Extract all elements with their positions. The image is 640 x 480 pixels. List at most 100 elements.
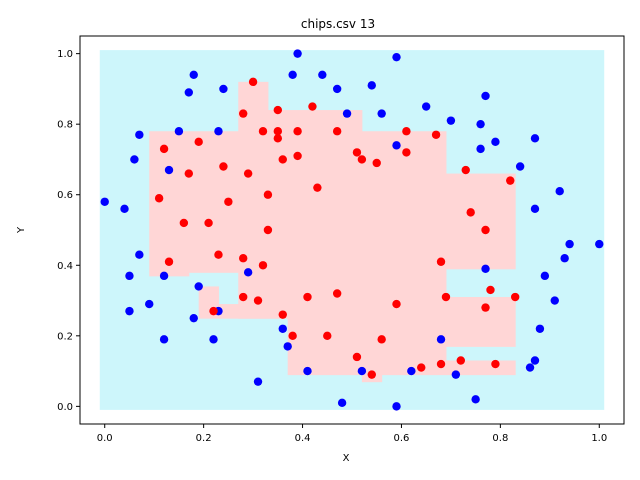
y-tick-label: 0.8 (57, 120, 73, 131)
y-tick-label: 0.2 (57, 331, 73, 342)
red-region (381, 131, 447, 376)
red-point (372, 158, 381, 168)
blue-point (476, 119, 485, 129)
red-point (352, 148, 362, 157)
blue-point (530, 356, 540, 365)
red-point (263, 225, 273, 235)
x-tick-label: 0.8 (492, 433, 508, 444)
blue-point (367, 81, 376, 90)
red-point (461, 165, 470, 175)
plot-frame (79, 35, 625, 425)
blue-point (332, 84, 342, 94)
red-point (357, 155, 367, 164)
red-point (273, 134, 283, 143)
blue-point (159, 335, 169, 344)
blue-point (318, 70, 327, 80)
red-region (445, 173, 516, 270)
blue-point (100, 197, 109, 206)
red-point (239, 109, 248, 118)
red-point (214, 250, 223, 259)
blue-point (421, 102, 431, 111)
red-region (238, 81, 269, 111)
red-point (293, 151, 302, 161)
blue-point (174, 127, 184, 136)
red-point (481, 303, 490, 312)
red-point (159, 144, 169, 154)
blue-point (243, 268, 253, 277)
blue-point (535, 324, 545, 333)
red-point (239, 254, 248, 263)
red-point (154, 194, 164, 203)
red-point (352, 352, 362, 362)
blue-point (407, 366, 416, 376)
red-point (506, 176, 515, 185)
blue-point (491, 137, 500, 147)
red-point (323, 331, 332, 341)
data-points (100, 49, 604, 411)
blue-point (525, 363, 535, 372)
red-point (239, 292, 248, 302)
decision-regions (99, 50, 605, 410)
red-point (224, 197, 233, 206)
blue-point (357, 366, 367, 376)
blue-point (209, 335, 218, 344)
red-point (367, 370, 376, 379)
x-axis-ticks: 0.0 0.2 0.4 0.6 0.8 1.0 (97, 424, 607, 444)
blue-point (436, 335, 446, 344)
red-point (263, 190, 273, 199)
blue-point (451, 370, 461, 379)
red-point (243, 169, 253, 178)
blue-point (565, 239, 574, 249)
blue-point (130, 155, 139, 164)
red-point (308, 102, 317, 111)
y-axis-label: Y (16, 226, 27, 234)
red-point (402, 127, 411, 136)
red-point (164, 257, 174, 266)
blue-point (293, 49, 302, 58)
x-axis-label: X (343, 453, 350, 464)
red-point (491, 359, 500, 369)
blue-point (278, 324, 287, 333)
red-point (248, 77, 258, 87)
red-point (486, 285, 495, 295)
blue-point (595, 239, 604, 249)
blue-point (530, 134, 540, 143)
red-point (417, 363, 426, 372)
red-point (293, 127, 302, 136)
blue-point (253, 377, 263, 386)
blue-point (219, 84, 228, 94)
x-tick-label: 0.2 (196, 433, 212, 444)
blue-point (145, 299, 154, 309)
blue-point (446, 116, 456, 125)
y-tick-label: 0.4 (57, 261, 73, 272)
red-point (392, 299, 401, 309)
red-region (149, 131, 190, 277)
blue-point (481, 264, 490, 273)
y-axis-ticks: 0.0 0.2 0.4 0.6 0.8 1.0 (57, 49, 80, 413)
red-point (258, 127, 268, 136)
x-tick-label: 0.0 (97, 433, 113, 444)
red-point (402, 148, 411, 157)
blue-point (164, 165, 174, 175)
red-point (258, 261, 268, 270)
blue-point (377, 109, 386, 118)
red-region (198, 286, 219, 305)
blue-point (342, 109, 352, 118)
blue-point (135, 130, 144, 139)
blue-point (540, 271, 550, 281)
red-point (303, 292, 312, 302)
y-tick-label: 0.0 (57, 402, 73, 413)
red-region (361, 131, 383, 383)
red-point (436, 257, 446, 266)
blue-point (135, 250, 144, 259)
red-region (238, 110, 289, 319)
red-point (179, 218, 189, 228)
blue-point (125, 271, 134, 281)
blue-point (283, 342, 292, 351)
red-point (511, 292, 520, 302)
blue-point (189, 313, 198, 323)
red-point (431, 130, 441, 139)
blue-point (530, 204, 540, 214)
red-point (219, 162, 228, 171)
